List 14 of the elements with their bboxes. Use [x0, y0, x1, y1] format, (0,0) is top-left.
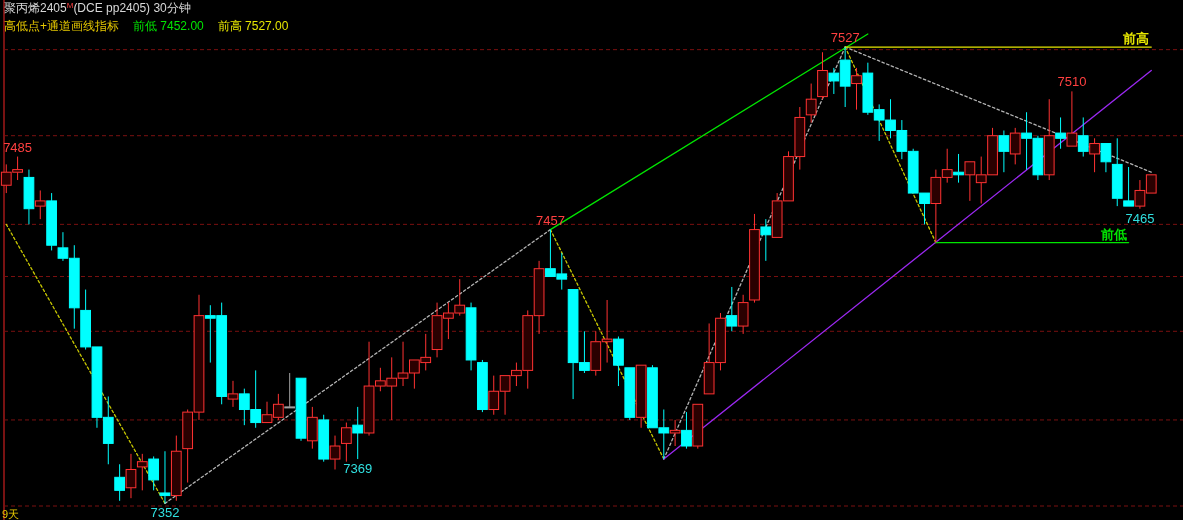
- annotation: 7527: [830, 30, 860, 46]
- annotation: 7369: [343, 461, 373, 477]
- annotation: 7352: [150, 505, 180, 520]
- annotation: 7485: [3, 139, 33, 155]
- chart-title: 聚丙烯2405$^{M}$(DCE pp2405) 30分钟: [4, 0, 191, 15]
- annotation: 7457: [535, 212, 565, 228]
- text: 前高 7527.00: [217, 19, 289, 33]
- annotation: 7510: [1057, 74, 1087, 90]
- text: 9天: [2, 508, 20, 520]
- series-label: 前低: [1099, 226, 1127, 242]
- series-label: 前高: [1122, 31, 1150, 47]
- annotation: 7465: [1125, 210, 1155, 226]
- text: 前低 7452.00: [133, 19, 205, 33]
- text: 高低点+通道画线指标: [4, 19, 120, 33]
